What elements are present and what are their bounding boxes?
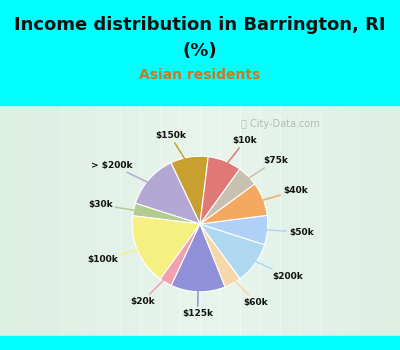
Wedge shape [160, 224, 200, 286]
Bar [200, 105, 220, 350]
Text: $150k: $150k [155, 131, 191, 169]
Text: Income distribution in Barrington, RI: Income distribution in Barrington, RI [14, 15, 386, 34]
Bar [20, 105, 40, 350]
Bar [0, 105, 20, 350]
Bar [120, 105, 140, 350]
Bar [60, 105, 80, 350]
Bar [140, 105, 160, 350]
Text: $10k: $10k [220, 136, 257, 172]
Text: $125k: $125k [182, 280, 213, 318]
Bar [260, 105, 280, 350]
Bar [340, 105, 360, 350]
Bar [180, 105, 200, 350]
Text: > $200k: > $200k [91, 161, 158, 187]
Text: $40k: $40k [252, 186, 308, 203]
Wedge shape [200, 224, 264, 279]
Text: $20k: $20k [130, 272, 172, 306]
Bar [220, 105, 240, 350]
Bar [0, 105, 400, 350]
Bar [100, 105, 120, 350]
Wedge shape [132, 216, 200, 279]
Bar [360, 105, 380, 350]
Wedge shape [136, 163, 200, 224]
Bar [380, 105, 400, 350]
Bar [160, 105, 180, 350]
Text: Asian residents: Asian residents [139, 68, 261, 82]
Text: $50k: $50k [255, 228, 314, 237]
Wedge shape [200, 224, 240, 287]
Bar [40, 105, 60, 350]
Text: $60k: $60k [227, 273, 268, 307]
Text: $75k: $75k [239, 156, 288, 184]
Text: (%): (%) [183, 42, 217, 60]
Text: $200k: $200k [245, 257, 303, 281]
Wedge shape [200, 215, 268, 245]
Bar [0, 0, 400, 105]
Bar [0, 336, 400, 350]
Bar [300, 105, 320, 350]
Wedge shape [171, 156, 208, 224]
Bar [80, 105, 100, 350]
Bar [320, 105, 340, 350]
Wedge shape [133, 203, 200, 224]
Wedge shape [200, 169, 255, 224]
Bar [280, 105, 300, 350]
Wedge shape [200, 157, 240, 224]
Wedge shape [200, 184, 267, 224]
Bar [240, 105, 260, 350]
Text: $100k: $100k [87, 246, 149, 264]
Wedge shape [171, 224, 225, 292]
Text: $30k: $30k [88, 200, 146, 212]
Text: ⓘ City-Data.com: ⓘ City-Data.com [241, 119, 319, 129]
